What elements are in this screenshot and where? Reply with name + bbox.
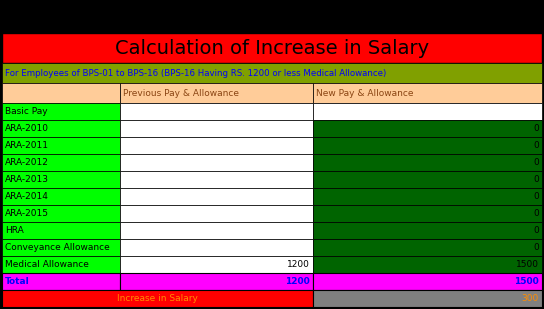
Text: ARA-2015: ARA-2015 — [5, 209, 49, 218]
Text: 1200: 1200 — [285, 277, 310, 286]
Bar — [120, 256, 313, 273]
Bar — [120, 188, 313, 205]
Text: 1500: 1500 — [514, 277, 539, 286]
Bar — [313, 273, 542, 290]
Bar — [313, 103, 542, 120]
Text: Total: Total — [5, 277, 30, 286]
Text: 1500: 1500 — [516, 260, 539, 269]
Bar — [313, 137, 542, 154]
Text: For Employees of BPS-01 to BPS-16 (BPS-16 Having RS. 1200 or less Medical Allowa: For Employees of BPS-01 to BPS-16 (BPS-1… — [5, 69, 386, 78]
Bar — [120, 154, 313, 171]
Bar — [2, 120, 120, 137]
Text: ARA-2014: ARA-2014 — [5, 192, 49, 201]
Text: 0: 0 — [533, 175, 539, 184]
Bar — [313, 171, 542, 188]
Bar — [2, 188, 120, 205]
Bar — [313, 120, 542, 137]
Bar — [120, 171, 313, 188]
Text: ARA-2012: ARA-2012 — [5, 158, 49, 167]
Text: ARA-2013: ARA-2013 — [5, 175, 49, 184]
Bar — [120, 120, 313, 137]
Bar — [313, 205, 542, 222]
Bar — [313, 83, 542, 103]
Bar — [2, 205, 120, 222]
Bar — [2, 171, 120, 188]
Bar — [120, 103, 313, 120]
Bar — [2, 137, 120, 154]
Text: 0: 0 — [533, 141, 539, 150]
Bar — [2, 256, 120, 273]
Bar — [313, 256, 542, 273]
Bar — [2, 154, 120, 171]
Text: 300: 300 — [522, 294, 539, 303]
Text: 0: 0 — [533, 192, 539, 201]
Bar — [313, 290, 542, 307]
Text: 0: 0 — [533, 158, 539, 167]
Bar — [120, 222, 313, 239]
Bar — [313, 222, 542, 239]
Bar — [313, 188, 542, 205]
Text: 0: 0 — [533, 124, 539, 133]
Bar — [120, 83, 313, 103]
Text: 0: 0 — [533, 209, 539, 218]
Bar — [120, 239, 313, 256]
Text: Previous Pay & Allowance: Previous Pay & Allowance — [123, 88, 239, 98]
Text: 0: 0 — [533, 243, 539, 252]
Bar — [2, 222, 120, 239]
Text: ARA-2010: ARA-2010 — [5, 124, 49, 133]
Bar — [2, 273, 120, 290]
Bar — [2, 290, 313, 307]
Bar — [2, 239, 120, 256]
Text: ARA-2011: ARA-2011 — [5, 141, 49, 150]
Text: New Pay & Allowance: New Pay & Allowance — [316, 88, 413, 98]
Text: HRA: HRA — [5, 226, 24, 235]
Bar — [313, 154, 542, 171]
Bar — [2, 63, 542, 83]
Bar — [313, 239, 542, 256]
Bar — [2, 83, 120, 103]
Text: 0: 0 — [533, 226, 539, 235]
Bar — [2, 33, 542, 63]
Text: 1200: 1200 — [287, 260, 310, 269]
Text: Conveyance Allowance: Conveyance Allowance — [5, 243, 110, 252]
Bar — [120, 137, 313, 154]
Bar — [2, 103, 120, 120]
Text: Medical Allowance: Medical Allowance — [5, 260, 89, 269]
Text: Calculation of Increase in Salary: Calculation of Increase in Salary — [115, 39, 429, 57]
Bar — [120, 273, 313, 290]
Text: Increase in Salary: Increase in Salary — [117, 294, 198, 303]
Text: Basic Pay: Basic Pay — [5, 107, 48, 116]
Bar — [120, 205, 313, 222]
